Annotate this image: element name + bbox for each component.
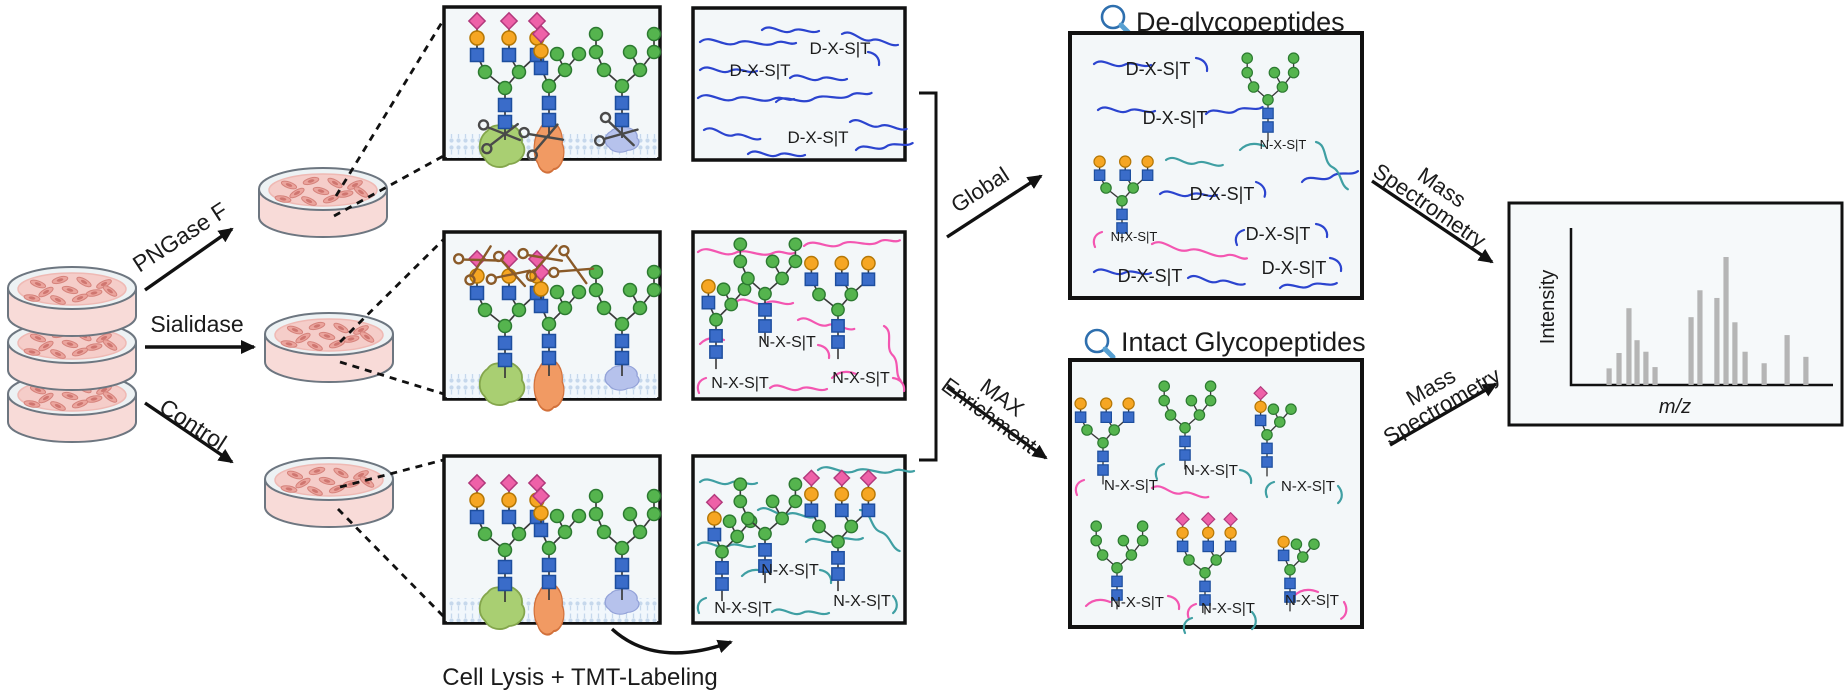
magnifier-icon — [1102, 6, 1129, 33]
spectrum-bar — [1688, 317, 1694, 385]
motif-dxst-label: D-X-S|T — [1126, 59, 1191, 79]
arrow-control — [144, 401, 234, 464]
spectrum-bar — [1616, 353, 1622, 385]
spectrum-bar — [1606, 368, 1612, 385]
glycan-man — [588, 264, 662, 376]
glycan-gal3 — [1074, 397, 1135, 485]
max-enrichment-label: MAX Enrichment — [937, 372, 1042, 458]
spectrum-panel — [1507, 201, 1844, 427]
spectrum-bar — [1784, 335, 1790, 385]
spectrum-bar — [1761, 363, 1767, 385]
ms-label-bottom: Mass Spectrometry — [1379, 362, 1505, 449]
spectrum-bar — [1626, 308, 1632, 385]
spectrum-bars — [1606, 257, 1809, 385]
arrow-ms-top — [1371, 179, 1494, 264]
arrow-global — [946, 174, 1043, 239]
spectrum-bar — [1634, 340, 1640, 385]
motif-nxst-label: N-X-S|T — [832, 370, 890, 387]
petri-dish-pngase — [259, 168, 387, 237]
motif-dxst-label: D-X-S|T — [787, 128, 848, 147]
motif-nxst-label: N-X-S|T — [1285, 592, 1339, 609]
motif-nxst-label: N-X-S|T — [758, 334, 816, 351]
cell-lysis-label: Cell Lysis + TMT-Labeling — [442, 664, 717, 691]
x-axis-label: m/z — [1659, 396, 1691, 418]
spectrum-bar — [1643, 351, 1649, 385]
motif-nxst-label: N-X-S|T — [711, 375, 769, 392]
glycan-man — [588, 26, 662, 138]
spectrum-bar — [1723, 257, 1729, 385]
collection-bracket — [919, 91, 938, 462]
motif-dxst-label: D-X-S|T — [1118, 266, 1183, 286]
arrow-max-enrichment — [946, 385, 1048, 460]
motif-dxst-label: D-X-S|T — [1143, 108, 1208, 128]
motif-dxst-label: D-X-S|T — [1262, 258, 1327, 278]
glycan-hyb — [531, 262, 587, 376]
motif-dxst-label: D-X-S|T — [1190, 184, 1255, 204]
motif-nxst-label: N-X-S|T — [1104, 477, 1158, 494]
control-label: Control — [155, 393, 231, 455]
arrow-ms-bottom — [1389, 382, 1498, 447]
motif-nxst-label: N-X-S|T — [761, 562, 819, 579]
glycan-man — [733, 477, 803, 584]
intact-title: Intact Glycopeptides — [1121, 327, 1366, 357]
sialidase-label: Sialidase — [150, 311, 243, 337]
ms-label-top: Mass Spectrometry — [1368, 158, 1490, 253]
glycan-hyb — [1253, 385, 1297, 477]
motif-dxst-label: D-X-S|T — [809, 39, 870, 58]
petri-dish-control — [265, 458, 393, 527]
glycan-hyb — [531, 24, 587, 138]
glycan-gal3 — [804, 255, 876, 360]
motif-nxst-label: N-X-S|T — [1111, 229, 1158, 244]
motif-nxst-label: N-X-S|T — [1110, 594, 1164, 611]
petri-dish-stack — [8, 267, 136, 442]
y-axis-label: Intensity — [1537, 270, 1559, 344]
glycan-man — [1158, 380, 1217, 470]
motif-nxst-label: N-X-S|T — [1260, 137, 1307, 152]
spectrum-bar — [1697, 290, 1703, 385]
spectrum-bar — [1714, 297, 1720, 385]
sequon-motif-labels: D-X-S|T D-X-S|T D-X-S|T D-X-S|T D-X-S|T D-X-S… — [711, 39, 1339, 617]
spectrum-bar — [1803, 356, 1809, 385]
motif-nxst-label: N-X-S|T — [714, 600, 772, 617]
glycan-sia3 — [802, 469, 878, 592]
glycan-hyb — [705, 493, 758, 602]
motif-dxst-label: D-X-S|T — [1246, 224, 1311, 244]
glycan-hyb — [531, 486, 587, 600]
motif-nxst-label: N-X-S|T — [1184, 462, 1238, 479]
glycan-man — [588, 488, 662, 600]
motif-nxst-label: N-X-S|T — [1201, 600, 1255, 617]
glycan-man — [1241, 52, 1300, 142]
spectrum-bar — [1742, 351, 1748, 385]
petri-dish-sialidase — [265, 313, 393, 382]
motif-nxst-label: N-X-S|T — [1281, 478, 1335, 495]
arrow-pngase — [144, 227, 234, 292]
glycan-hybG — [701, 279, 752, 370]
spectrum-bar — [1732, 322, 1738, 385]
motif-nxst-label: N-X-S|T — [833, 593, 891, 610]
glycan-structures — [467, 11, 1320, 615]
glycan-man — [733, 237, 803, 344]
global-label: Global — [946, 162, 1013, 218]
glycan-sia3 — [1175, 511, 1238, 615]
motif-dxst-label: D-X-S|T — [729, 61, 790, 80]
zoom-connectors — [333, 13, 449, 621]
glycan-hybG — [1277, 535, 1320, 612]
magnifier-icon — [1086, 330, 1113, 357]
spectrum-bar — [1652, 367, 1658, 385]
glycan-gal3 — [1093, 155, 1154, 243]
arrow-cell-lysis — [610, 627, 733, 655]
glycan-man — [1090, 520, 1149, 610]
